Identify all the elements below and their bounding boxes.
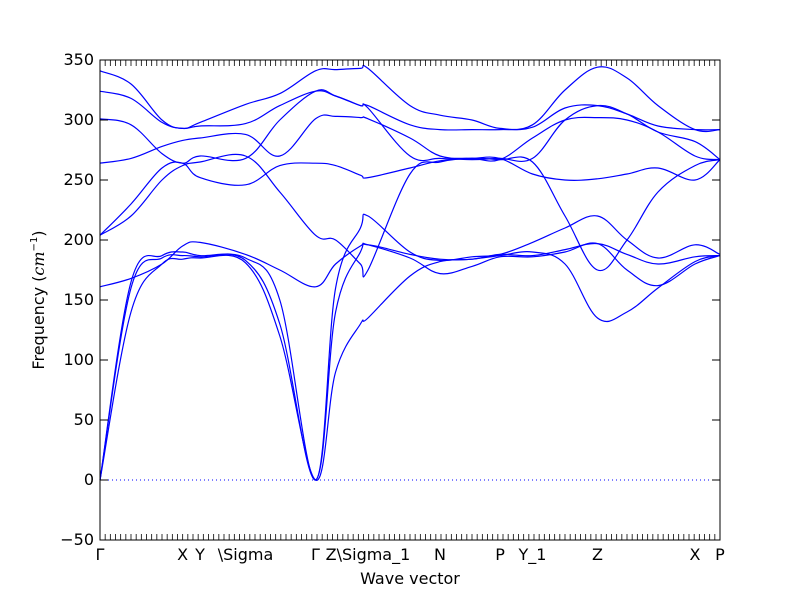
- y-tick-label: 200: [63, 230, 94, 249]
- x-tick-label-8: P: [495, 545, 505, 564]
- y-axis-label: Frequency (cm−1): [29, 230, 48, 369]
- y-tick-label: 350: [63, 50, 94, 69]
- y-axis-unit: cm: [29, 251, 48, 275]
- y-tick-label: 100: [63, 350, 94, 369]
- y-tick-label: 250: [63, 170, 94, 189]
- x-tick-label-3: Y: [194, 545, 205, 564]
- band-1: [99, 251, 721, 481]
- plot-frame: [99, 59, 721, 541]
- band-7: [99, 114, 721, 164]
- x-tick-label-4: \Sigma: [218, 545, 274, 564]
- x-tick-label-5: Γ: [311, 545, 320, 564]
- band-10: [99, 64, 721, 133]
- x-tick-label-2: X: [177, 545, 188, 564]
- x-tick-label-7: N: [434, 545, 446, 564]
- band-6: [99, 156, 721, 236]
- y-tick-label: 0: [84, 470, 94, 489]
- band-5: [99, 153, 721, 278]
- y-tick-label: 150: [63, 290, 94, 309]
- x-tick-label-10: Z: [592, 545, 603, 564]
- plot-area: [99, 64, 721, 481]
- y-axis-label-text: Frequency (: [29, 276, 48, 370]
- x-axis-label: Wave vector: [360, 569, 460, 588]
- y-axis-unit-exp: −1: [29, 237, 40, 252]
- x-tick-label-11: X: [690, 545, 701, 564]
- x-tick-label-1: Γ: [96, 545, 105, 564]
- band-8: [99, 89, 721, 164]
- y-tick-label: −50: [60, 530, 94, 549]
- x-tick-label-12: P: [715, 545, 725, 564]
- band-2: [99, 242, 721, 481]
- y-axis-label-close: ): [29, 230, 48, 236]
- y-tick-label: 50: [74, 410, 94, 429]
- x-tick-label-9: Y_1: [518, 545, 547, 565]
- band-4: [99, 241, 721, 288]
- x-tick-label-6: Z\Sigma_1: [326, 545, 411, 565]
- y-tick-label: 300: [63, 110, 94, 129]
- band-9: [99, 90, 721, 131]
- band-3: [99, 213, 721, 481]
